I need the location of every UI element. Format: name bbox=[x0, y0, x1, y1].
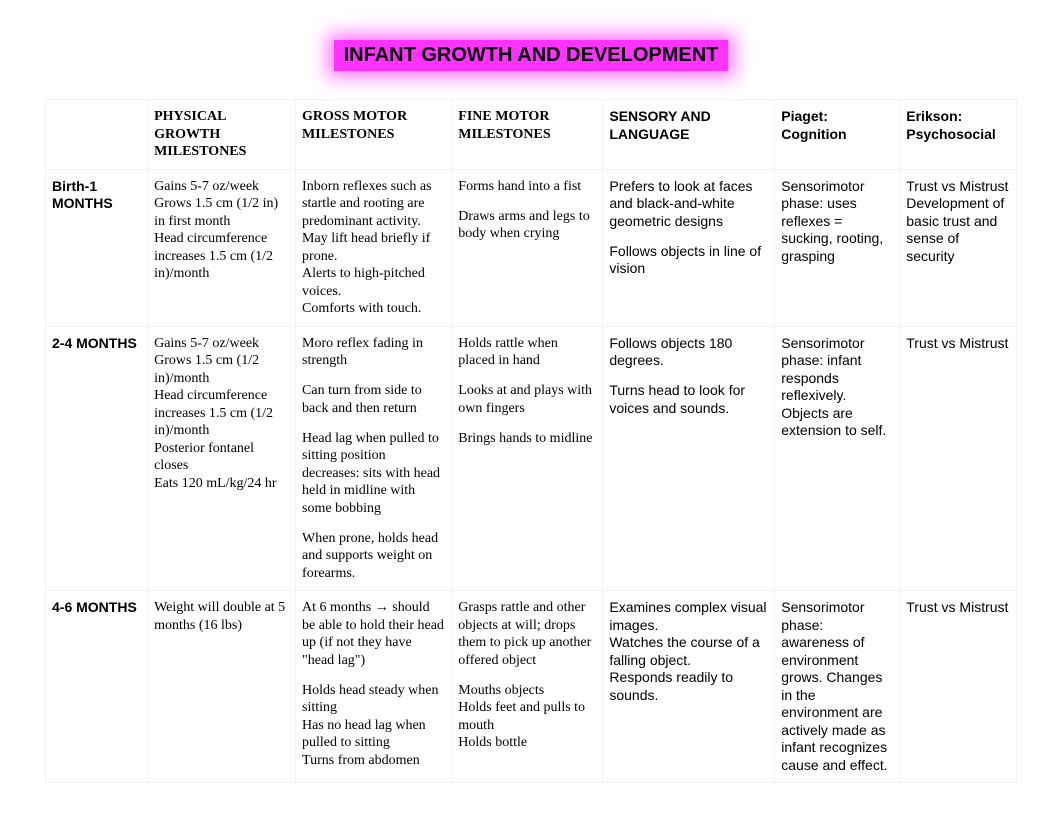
cell-text: Head lag when pulled to sitting position… bbox=[302, 431, 440, 516]
cell: Holds rattle when placed in hand Looks at… bbox=[452, 326, 603, 591]
row-age-label: Birth-1 MONTHS bbox=[46, 169, 148, 326]
cell-text: Looks at and plays with own fingers bbox=[458, 383, 592, 416]
cell: Grasps rattle and other objects at will;… bbox=[452, 591, 603, 783]
header-blank bbox=[46, 100, 148, 170]
cell-text: Sensorimotor phase: uses reflexes = suck… bbox=[781, 178, 883, 264]
cell: Follows objects 180 degrees. Turns head t… bbox=[603, 326, 775, 591]
cell-text: At 6 months → should be able to hold the… bbox=[302, 600, 444, 668]
cell-text: Trust vs Mistrust bbox=[906, 599, 1008, 615]
cell: Gains 5-7 oz/week Grows 1.5 cm (1/2 in)/m… bbox=[148, 326, 296, 591]
cell-text: Head circumference increases 1.5 cm (1/2… bbox=[154, 388, 273, 438]
cell-text: Can turn from side to back and then retu… bbox=[302, 383, 422, 416]
cell: Trust vs Mistrust bbox=[900, 326, 1017, 591]
cell: Forms hand into a fist Draws arms and leg… bbox=[452, 169, 603, 326]
cell-text: Development of basic trust and sense of … bbox=[906, 195, 1004, 264]
cell: Prefers to look at faces and black-and-w… bbox=[603, 169, 775, 326]
milestones-table: PHYSICAL GROWTH MILESTONES GROSS MOTOR M… bbox=[45, 99, 1017, 783]
cell-text: Trust vs Mistrust bbox=[906, 178, 1008, 194]
cell: Gains 5-7 oz/week Grows 1.5 cm (1/2 in) i… bbox=[148, 169, 296, 326]
cell: Sensorimotor phase: awareness of environ… bbox=[775, 591, 900, 783]
cell-text: Watches the course of a falling object. bbox=[609, 634, 759, 668]
header-row: PHYSICAL GROWTH MILESTONES GROSS MOTOR M… bbox=[46, 100, 1017, 170]
cell-text: Brings hands to midline bbox=[458, 431, 592, 446]
cell-text: Forms hand into a fist bbox=[458, 179, 581, 194]
header-physical: PHYSICAL GROWTH MILESTONES bbox=[148, 100, 296, 170]
table-row: 4-6 MONTHSWeight will double at 5 months… bbox=[46, 591, 1017, 783]
cell: Weight will double at 5 months (16 lbs) bbox=[148, 591, 296, 783]
cell-text: When prone, holds head and supports weig… bbox=[302, 531, 438, 581]
row-age-label: 4-6 MONTHS bbox=[46, 591, 148, 783]
cell-text: Grows 1.5 cm (1/2 in)/month bbox=[154, 353, 259, 386]
cell-text: Eats 120 mL/kg/24 hr bbox=[154, 476, 277, 491]
cell: Examines complex visual images.Watches t… bbox=[603, 591, 775, 783]
row-age-label: 2-4 MONTHS bbox=[46, 326, 148, 591]
cell-text: Gains 5-7 oz/week bbox=[154, 336, 259, 351]
cell-text: Has no head lag when pulled to sitting bbox=[302, 718, 426, 751]
cell-text: Turns from abdomen bbox=[302, 753, 420, 768]
cell-text: Prefers to look at faces and black-and-w… bbox=[609, 178, 752, 229]
header-gross: GROSS MOTOR MILESTONES bbox=[296, 100, 452, 170]
cell: Trust vs MistrustDevelopment of basic tr… bbox=[900, 169, 1017, 326]
cell-text: Examines complex visual images. bbox=[609, 599, 766, 633]
cell-text: Inborn reflexes such as startle and root… bbox=[302, 179, 431, 229]
cell-text: Sensorimotor phase: infant responds refl… bbox=[781, 335, 886, 439]
cell-text: Weight will double at 5 months (16 lbs) bbox=[154, 600, 285, 633]
table-row: Birth-1 MONTHS Gains 5-7 oz/week Grows 1.5… bbox=[46, 169, 1017, 326]
cell: Inborn reflexes such as startle and root… bbox=[296, 169, 452, 326]
cell-text: Responds readily to sounds. bbox=[609, 669, 733, 703]
page-title: INFANT GROWTH AND DEVELOPMENT bbox=[334, 40, 729, 71]
cell: Sensorimotor phase: infant responds refl… bbox=[775, 326, 900, 591]
cell: Trust vs Mistrust bbox=[900, 591, 1017, 783]
cell-text: May lift head briefly if prone. bbox=[302, 231, 430, 264]
cell-text: Comforts with touch. bbox=[302, 301, 421, 316]
cell-text: Mouths objects bbox=[458, 683, 544, 698]
table-body: Birth-1 MONTHS Gains 5-7 oz/week Grows 1.5… bbox=[46, 169, 1017, 783]
cell-text: Holds rattle when placed in hand bbox=[458, 336, 558, 369]
cell-text: Moro reflex fading in strength bbox=[302, 336, 423, 369]
cell-text: Holds head steady when sitting bbox=[302, 683, 438, 716]
cell: Sensorimotor phase: uses reflexes = suck… bbox=[775, 169, 900, 326]
cell-text: Draws arms and legs to body when crying bbox=[458, 209, 589, 242]
cell-text: Head circumference increases 1.5 cm (1/2… bbox=[154, 231, 273, 281]
header-erikson: Erikson: Psychosocial bbox=[900, 100, 1017, 170]
cell-text: Alerts to high-pitched voices. bbox=[302, 266, 425, 299]
cell-text: Holds feet and pulls to mouth bbox=[458, 700, 585, 733]
cell-text: Grasps rattle and other objects at will;… bbox=[458, 600, 591, 668]
cell-text: Trust vs Mistrust bbox=[906, 335, 1008, 351]
table-row: 2-4 MONTHS Gains 5-7 oz/week Grows 1.5 cm … bbox=[46, 326, 1017, 591]
cell-text: Holds bottle bbox=[458, 735, 527, 750]
header-piaget: Piaget: Cognition bbox=[775, 100, 900, 170]
header-fine: FINE MOTOR MILESTONES bbox=[452, 100, 603, 170]
cell-text: Grows 1.5 cm (1/2 in) in first month bbox=[154, 196, 278, 229]
header-sensory: SENSORY AND LANGUAGE bbox=[603, 100, 775, 170]
cell: Moro reflex fading in strength Can turn f… bbox=[296, 326, 452, 591]
cell-text: Follows objects 180 degrees. bbox=[609, 335, 732, 369]
cell-text: Posterior fontanel closes bbox=[154, 441, 254, 474]
cell: At 6 months → should be able to hold the… bbox=[296, 591, 452, 783]
cell-text: Gains 5-7 oz/week bbox=[154, 179, 259, 194]
cell-text: Follows objects in line of vision bbox=[609, 243, 761, 277]
cell-text: Sensorimotor phase: awareness of environ… bbox=[781, 599, 887, 773]
cell-text: Turns head to look for voices and sounds… bbox=[609, 382, 745, 416]
